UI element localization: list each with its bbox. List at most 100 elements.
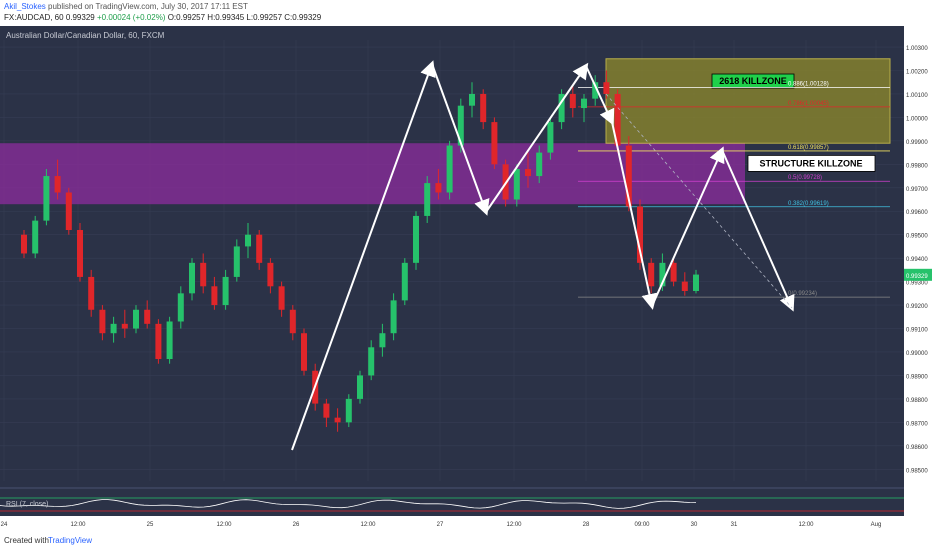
pattern-arrow bbox=[485, 62, 589, 213]
candle-body bbox=[177, 293, 184, 322]
pattern-arrow bbox=[431, 63, 490, 216]
candle-body bbox=[357, 375, 363, 399]
candle-body bbox=[648, 262, 655, 287]
candle-body bbox=[513, 169, 520, 200]
candle-body bbox=[245, 234, 251, 247]
price-tick-label: 0.99000 bbox=[906, 351, 928, 357]
time-tick-label: 12:00 bbox=[360, 522, 376, 528]
time-tick-label: 28 bbox=[583, 522, 590, 528]
price-tick-label: 1.00300 bbox=[906, 46, 928, 52]
candle-body bbox=[614, 93, 621, 146]
time-tick-label: Aug bbox=[871, 522, 882, 528]
candle-body bbox=[457, 105, 464, 146]
last-price: 0.99329 bbox=[65, 13, 95, 22]
candle-body bbox=[491, 122, 498, 165]
candle-body bbox=[446, 145, 453, 193]
pattern-arrow bbox=[721, 149, 795, 312]
last-price-tag-label: 0.99329 bbox=[906, 274, 928, 280]
price-tick-label: 0.99700 bbox=[906, 187, 928, 193]
price-tick-label: 0.99200 bbox=[906, 304, 928, 310]
candle-body bbox=[278, 286, 285, 310]
pattern-arrow bbox=[585, 65, 615, 126]
candle-body bbox=[345, 398, 352, 423]
time-tick-label: 31 bbox=[731, 522, 738, 528]
chart-title: Australian Dollar/Canadian Dollar, 60, F… bbox=[6, 31, 165, 40]
candle-body bbox=[681, 281, 688, 291]
chart-pane[interactable]: 2618 KILLZONE STRUCTURE KILLZONE 0.886(1.… bbox=[0, 26, 904, 516]
candle-body bbox=[379, 333, 386, 348]
pattern-arrow bbox=[291, 60, 436, 451]
price-tick-label: 0.98500 bbox=[906, 468, 928, 474]
candle-body bbox=[334, 417, 341, 423]
price-tick-label: 0.99500 bbox=[906, 234, 928, 240]
publish-text: published on TradingView.com, July 30, 2… bbox=[48, 2, 248, 11]
candle-body bbox=[323, 403, 330, 418]
price-tick-label: 0.98700 bbox=[906, 421, 928, 427]
last-price-tag bbox=[904, 268, 932, 281]
candlestick-chart[interactable]: 2618 KILLZONE STRUCTURE KILLZONE 0.886(1.… bbox=[0, 26, 904, 516]
publisher-line: Akil_Stokes published on TradingView.com… bbox=[4, 2, 248, 11]
price-tick-label: 0.99100 bbox=[906, 328, 928, 334]
time-axis[interactable]: 24 12:00 25 12:00 26 12:00 27 12:00 28 09:00 30 31 1… bbox=[0, 516, 904, 530]
price-tick-label: 0.99600 bbox=[906, 210, 928, 216]
candle-body bbox=[659, 262, 666, 287]
candle-body bbox=[603, 82, 610, 94]
structure-label-box bbox=[747, 155, 876, 172]
pattern-arrow bbox=[651, 146, 725, 307]
candle-body bbox=[88, 276, 95, 310]
author-link[interactable]: Akil_Stokes bbox=[4, 2, 46, 11]
rsi-line bbox=[0, 499, 697, 509]
candle-body bbox=[43, 176, 50, 221]
price-tick-label: 0.99300 bbox=[906, 281, 928, 287]
candle-body bbox=[558, 93, 565, 123]
candle-body bbox=[77, 230, 83, 277]
created-with-label: Created with bbox=[4, 536, 49, 545]
time-tick-label: 26 bbox=[293, 522, 300, 528]
candle-body bbox=[525, 169, 531, 177]
candle-body bbox=[133, 309, 139, 329]
candle-body bbox=[592, 82, 599, 99]
candle-body bbox=[211, 286, 218, 306]
candle-body bbox=[110, 323, 117, 334]
price-change: +0.00024 (+0.02%) bbox=[96, 13, 166, 22]
time-tick-label: 12:00 bbox=[798, 522, 814, 528]
candle-body bbox=[368, 347, 375, 376]
candle-body bbox=[222, 276, 229, 306]
candle-body bbox=[637, 206, 643, 263]
fib-label: 0.786(1.00045) bbox=[788, 101, 829, 107]
candle-body bbox=[469, 93, 475, 106]
fib-2618-killzone bbox=[605, 58, 891, 144]
structure-killzone bbox=[0, 143, 745, 205]
candle-body bbox=[189, 262, 195, 294]
time-tick-label: 27 bbox=[437, 522, 444, 528]
candle-body bbox=[65, 192, 72, 231]
time-axis-labels: 24 12:00 25 12:00 26 12:00 27 12:00 28 09:00 30 31 1… bbox=[1, 522, 882, 528]
time-tick-label: 25 bbox=[147, 522, 154, 528]
quote-line: FX:AUDCAD, 60 0.99329 +0.00024 (+0.02%) … bbox=[4, 13, 321, 22]
price-tick-label: 0.99900 bbox=[906, 140, 928, 146]
candle-body bbox=[435, 183, 442, 193]
candle-body bbox=[390, 300, 397, 334]
price-tick-label: 0.98900 bbox=[906, 374, 928, 380]
candle-body bbox=[200, 262, 207, 287]
candle-body bbox=[547, 122, 554, 153]
price-axis[interactable]: 1.00300 1.00200 1.00100 1.00000 0.99900 0.998… bbox=[904, 26, 932, 516]
footer: Created with TradingView bbox=[0, 530, 932, 550]
candle-body bbox=[670, 262, 677, 282]
price-tick-label: 0.98600 bbox=[906, 445, 928, 451]
price-tick-label: 1.00200 bbox=[906, 69, 928, 75]
structure-killzone-label: STRUCTURE KILLZONE bbox=[760, 158, 863, 168]
candle-body bbox=[693, 274, 699, 291]
fib-label: 0(0.99234) bbox=[788, 291, 817, 297]
fib-label: 0.886(1.00128) bbox=[788, 81, 829, 87]
time-tick-label: 12:00 bbox=[506, 522, 522, 528]
tradingview-link[interactable]: TradingView bbox=[48, 536, 93, 545]
fib-label: 0.618(0.99857) bbox=[788, 145, 829, 151]
chart-header: Akil_Stokes published on TradingView.com… bbox=[0, 0, 932, 26]
candle-body bbox=[267, 262, 274, 287]
candle-body bbox=[413, 215, 419, 263]
candle-body bbox=[21, 234, 27, 254]
candle-body bbox=[99, 309, 106, 334]
price-axis-labels: 1.00300 1.00200 1.00100 1.00000 0.99900 0.998… bbox=[904, 46, 932, 474]
time-tick-label: 12:00 bbox=[70, 522, 86, 528]
